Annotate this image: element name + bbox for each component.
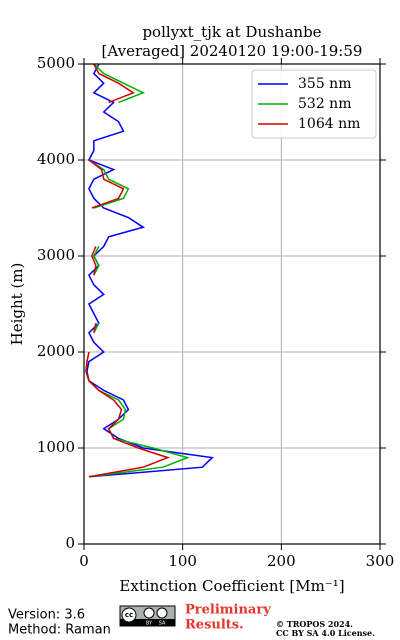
profile-line [85, 63, 171, 478]
y-tick-label: 1000 [37, 438, 75, 456]
plot-frame [83, 63, 381, 545]
version: Version: 3.6 [8, 608, 85, 623]
badge-band [120, 619, 175, 626]
badge-cc [121, 607, 137, 623]
x-tick-label: 0 [79, 552, 89, 570]
legend-frame [251, 69, 377, 139]
badge-sa [156, 607, 168, 619]
legend-label: 355 nm [298, 76, 351, 92]
copyright: CC BY SA 4.0 License. [276, 628, 375, 638]
x-tick-label: 300 [366, 552, 395, 570]
x-axis-label: Extinction Coefficient [Mm⁻¹] [119, 577, 344, 595]
legend: 355 nm 532 nm 1064 nm [251, 69, 377, 139]
method: Method: Raman [8, 623, 111, 638]
preliminary: Results. [185, 618, 244, 633]
legend-label: 1064 nm [298, 116, 360, 132]
preliminary: Preliminary [185, 603, 271, 618]
y-tick-label: 5000 [37, 54, 75, 72]
badge-text: SA [159, 621, 166, 627]
profile-line [85, 63, 190, 478]
y-tick-label: 2000 [37, 342, 75, 360]
x-tick-label: 100 [168, 552, 197, 570]
copyright: © TROPOS 2024. [276, 619, 353, 629]
legend-label: 532 nm [298, 96, 351, 112]
badge-text: cc [125, 611, 133, 619]
chart-title: [Averaged] 20240120 19:00-19:59 [102, 42, 363, 60]
y-tick-label: 3000 [37, 246, 75, 264]
x-tick-label: 200 [267, 552, 296, 570]
chart-title: pollyxt_tjk at Dushanbe [142, 23, 321, 41]
y-tick-label: 4000 [37, 150, 75, 168]
badge-by [143, 607, 155, 619]
y-tick-label: 0 [65, 534, 75, 552]
y-axis-label: Height (m) [8, 263, 26, 346]
license-badge: cc BY SA [119, 605, 176, 627]
badge-text: BY [146, 621, 153, 627]
profile-line [86, 63, 214, 478]
